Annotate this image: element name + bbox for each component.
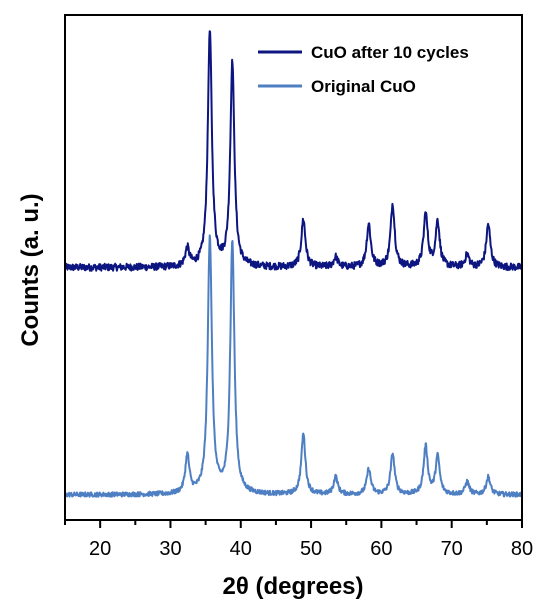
series-line-1 xyxy=(64,30,523,272)
x-tick-label: 60 xyxy=(370,538,392,560)
series-line-2 xyxy=(64,234,523,498)
legend-label-1: CuO after 10 cycles xyxy=(311,43,469,62)
x-tick-label: 40 xyxy=(230,538,252,560)
legend: CuO after 10 cycles Original CuO xyxy=(258,43,469,96)
x-tick-label: 20 xyxy=(89,538,111,560)
y-axis-title: Counts (a. u.) xyxy=(17,193,44,346)
x-tick-label: 70 xyxy=(441,538,463,560)
plot-frame xyxy=(64,14,523,521)
x-axis-title: 2θ (degrees) xyxy=(222,573,363,600)
x-axis-ticks: 20 30 40 50 60 70 80 xyxy=(64,520,533,560)
legend-label-2: Original CuO xyxy=(311,77,416,96)
x-tick-label: 30 xyxy=(159,538,181,560)
x-tick-label: 80 xyxy=(511,538,533,560)
x-tick-label: 50 xyxy=(300,538,322,560)
series-layer xyxy=(64,30,523,498)
